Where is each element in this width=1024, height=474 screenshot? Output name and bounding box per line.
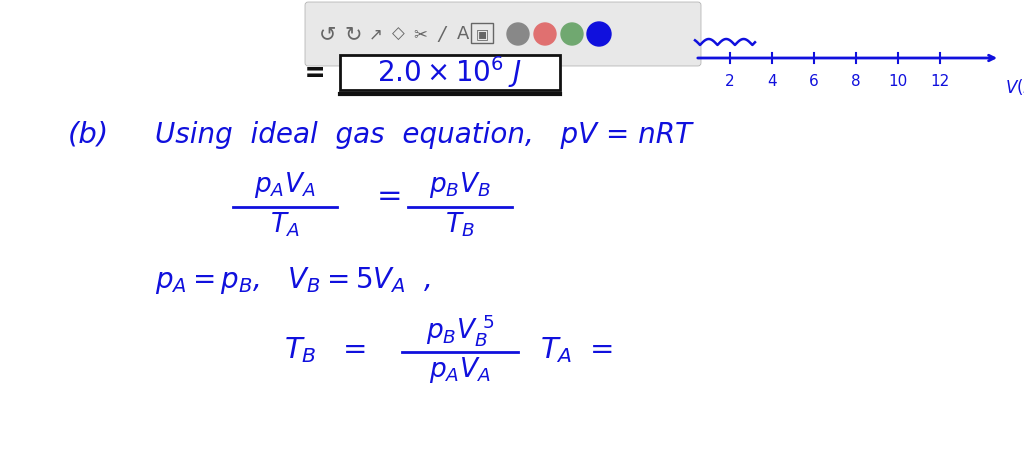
Text: 10: 10 (889, 74, 907, 89)
Text: =: = (377, 182, 402, 211)
Text: /: / (438, 25, 445, 44)
Text: $p_A V_A$: $p_A V_A$ (254, 170, 315, 200)
Text: $T_B$: $T_B$ (445, 211, 475, 239)
Text: ◇: ◇ (391, 25, 404, 43)
Text: 6: 6 (809, 74, 819, 89)
Text: ▣: ▣ (475, 27, 488, 41)
Text: $V(m^3)$: $V(m^3)$ (1005, 76, 1024, 98)
Text: =: = (306, 57, 325, 86)
Circle shape (534, 23, 556, 45)
Text: ↗: ↗ (369, 25, 383, 43)
Text: Using  ideal  gas  equation,   pV = nRT: Using ideal gas equation, pV = nRT (155, 121, 692, 149)
Text: 12: 12 (931, 74, 949, 89)
Text: $p_A = p_B$,   $V_B = 5V_A$  ,: $p_A = p_B$, $V_B = 5V_A$ , (155, 264, 431, 295)
Text: $T_B$: $T_B$ (284, 335, 316, 365)
FancyBboxPatch shape (471, 23, 493, 43)
Text: $T_A$: $T_A$ (540, 335, 572, 365)
Text: 8: 8 (851, 74, 861, 89)
Text: 4: 4 (767, 74, 777, 89)
Circle shape (561, 23, 583, 45)
FancyBboxPatch shape (305, 2, 701, 66)
Text: ✂: ✂ (413, 25, 427, 43)
Text: $p_B V_B^{\ 5}$: $p_B V_B^{\ 5}$ (426, 312, 495, 348)
Text: ↺: ↺ (319, 24, 337, 44)
Text: ↻: ↻ (344, 24, 361, 44)
Circle shape (587, 22, 611, 46)
Text: $p_B V_B$: $p_B V_B$ (429, 170, 490, 200)
Text: $2.0\times10^6\ J$: $2.0\times10^6\ J$ (377, 54, 522, 90)
Text: A: A (457, 25, 469, 43)
FancyBboxPatch shape (340, 55, 560, 90)
Text: $p_A V_A$: $p_A V_A$ (429, 355, 490, 385)
Text: $T_A$: $T_A$ (270, 211, 300, 239)
Text: =: = (343, 336, 368, 364)
Circle shape (507, 23, 529, 45)
Text: 2: 2 (725, 74, 735, 89)
Text: =: = (590, 336, 614, 364)
Text: (b): (b) (68, 121, 110, 149)
